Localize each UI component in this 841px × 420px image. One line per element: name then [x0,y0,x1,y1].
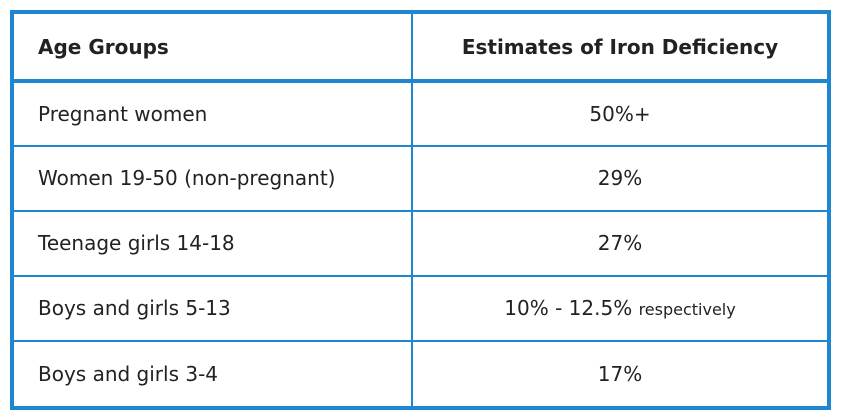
table-row: Women 19-50 (non-pregnant) 29% [14,145,827,212]
cell-age-group: Teenage girls 14-18 [14,209,413,277]
header-estimates: Estimates of Iron Deficiency [411,14,827,84]
table-row: Boys and girls 5-13 10% - 12.5% respecti… [14,274,827,342]
header-age-groups: Age Groups [14,14,413,84]
estimate-value: 17% [597,361,643,386]
table-row: Teenage girls 14-18 27% [14,209,827,277]
table-frame: Age Groups Estimates of Iron Deficiency … [10,10,831,410]
cell-age-group: Women 19-50 (non-pregnant) [14,145,413,212]
cell-estimate: 50%+ [411,80,827,147]
cell-estimate: 29% [411,145,827,212]
cell-estimate: 27% [411,209,827,277]
estimate-note: respectively [638,300,736,320]
iron-deficiency-table: Age Groups Estimates of Iron Deficiency … [14,14,827,406]
table-row: Pregnant women 50%+ [14,80,827,147]
estimate-value: 27% [597,231,643,256]
estimate-value: 50%+ [589,102,651,126]
estimate-value: 29% [597,166,643,191]
table-header-row: Age Groups Estimates of Iron Deficiency [14,14,827,84]
estimate-value: 10% - 12.5% [504,296,633,321]
cell-age-group: Pregnant women [14,80,413,147]
cell-estimate: 10% - 12.5% respectively [411,274,827,342]
table-row: Boys and girls 3-4 17% [14,339,827,406]
cell-age-group: Boys and girls 3-4 [14,339,413,406]
cell-estimate: 17% [411,339,827,406]
cell-age-group: Boys and girls 5-13 [14,274,413,342]
